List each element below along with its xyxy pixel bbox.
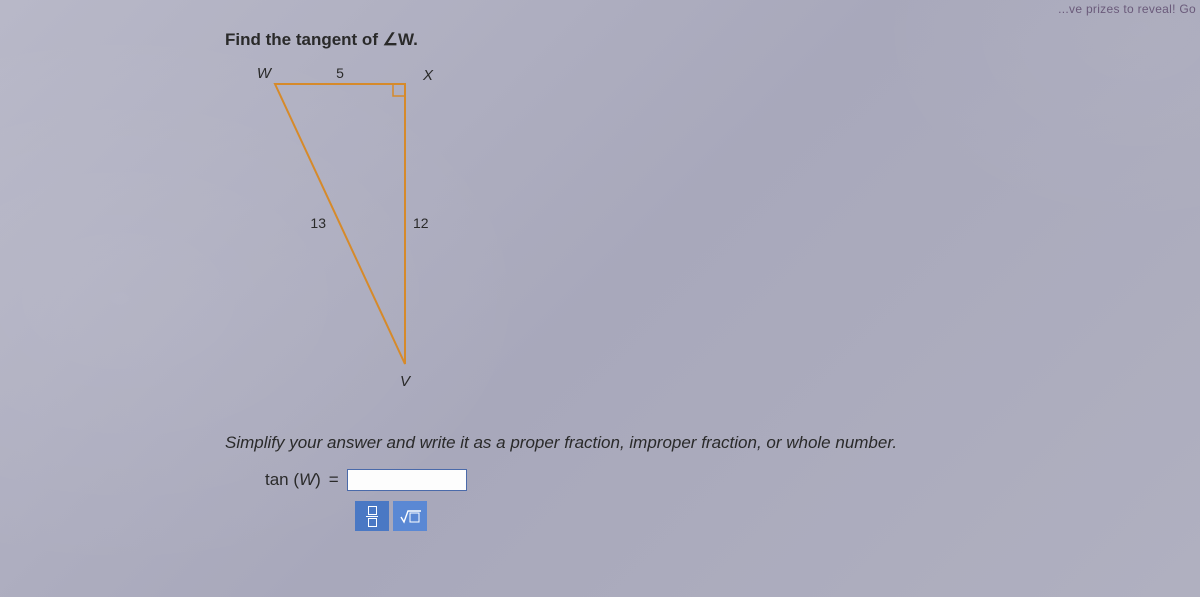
triangle-diagram: W X V 5 12 13	[255, 64, 1170, 409]
instruction-text: Simplify your answer and write it as a p…	[225, 433, 1170, 453]
triangle-svg: W X V 5 12 13	[255, 64, 475, 404]
side-label-wv: 13	[310, 215, 326, 231]
answer-row: tan (W) =	[265, 469, 1170, 491]
equals-sign: =	[329, 470, 339, 490]
prompt-text: Find the tangent of ∠W.	[225, 30, 1170, 50]
question-content: Find the tangent of ∠W. W X V 5 12 13 Si…	[225, 30, 1170, 531]
side-label-wx: 5	[336, 65, 344, 81]
prompt-prefix: Find the tangent of	[225, 30, 383, 49]
vertex-label-x: X	[422, 67, 434, 84]
banner-fragment: ...ve prizes to reveal! Go	[1054, 0, 1200, 18]
answer-label: tan (W)	[265, 470, 321, 490]
answer-input[interactable]	[347, 469, 467, 491]
fraction-tool-button[interactable]	[355, 501, 389, 531]
triangle-shape	[275, 84, 405, 364]
fraction-icon	[366, 506, 378, 527]
vertex-label-w: W	[257, 65, 273, 82]
prompt-angle: ∠W	[383, 30, 413, 49]
answer-func: tan (	[265, 470, 299, 489]
right-angle-marker	[393, 84, 405, 96]
side-label-xv: 12	[413, 215, 429, 231]
vertex-label-v: V	[400, 373, 412, 390]
answer-close: )	[315, 470, 321, 489]
answer-var: W	[299, 470, 315, 489]
sqrt-icon	[399, 507, 421, 525]
sqrt-tool-button[interactable]	[393, 501, 427, 531]
input-tools	[355, 501, 1170, 531]
prompt-suffix: .	[413, 30, 418, 49]
